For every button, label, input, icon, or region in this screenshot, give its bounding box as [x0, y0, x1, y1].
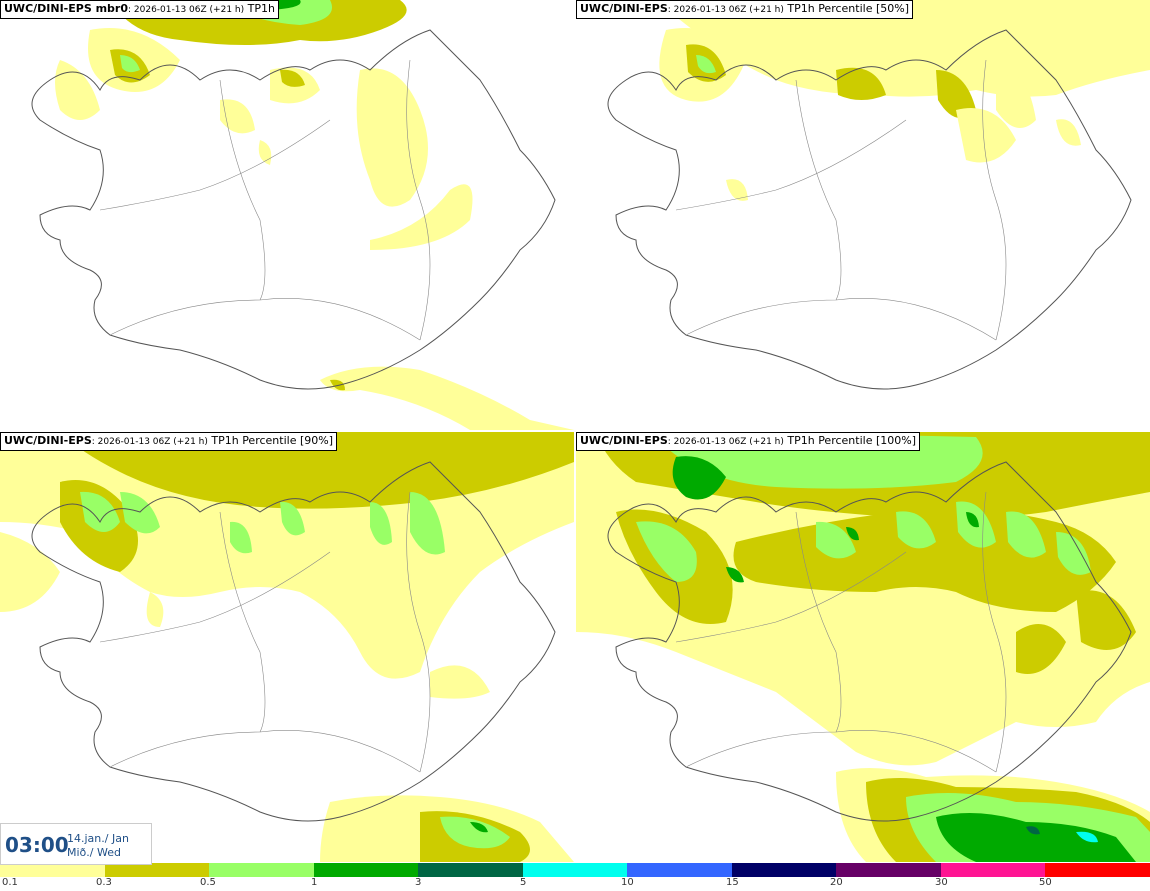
- panel-title: UWC/DINI-EPS: 2026-01-13 06Z (+21 h) TP1…: [0, 432, 337, 451]
- run-info: : 2026-01-13 06Z (+21 h): [667, 5, 784, 15]
- run-info: : 2026-01-13 06Z (+21 h): [667, 437, 784, 447]
- colorbar-swatch: [313, 863, 419, 877]
- colorbar-label: 50: [1039, 877, 1052, 888]
- run-info: : 2026-01-13 06Z (+21 h): [91, 437, 208, 447]
- precip-field: [0, 432, 574, 862]
- colorbar-swatch: [627, 863, 732, 877]
- precip-field: [656, 0, 1150, 201]
- valid-time-box: 03:00 14.jan./ Jan Mið./ Wed: [0, 823, 152, 865]
- colorbar-label: 3: [415, 877, 422, 888]
- colorbar-swatch: [104, 863, 210, 877]
- precip-map: [31, 0, 574, 430]
- colorbar-swatch: [731, 863, 837, 877]
- colorbar-label: 0.3: [96, 877, 112, 888]
- colorbar-label: 0.5: [200, 877, 216, 888]
- colorbar-label: 15: [726, 877, 739, 888]
- field-name: TP1h Percentile [90%]: [207, 434, 333, 447]
- map-panel-p90: UWC/DINI-EPS: 2026-01-13 06Z (+21 h) TP1…: [0, 432, 574, 862]
- precip-field: [576, 432, 1150, 862]
- iceland-outline: [607, 461, 1132, 822]
- model-name: UWC/DINI-EPS mbr0: [4, 2, 128, 15]
- colorbar-swatch: [836, 863, 941, 877]
- map-panel-member0: UWC/DINI-EPS mbr0: 2026-01-13 06Z (+21 h…: [0, 0, 574, 430]
- iceland-outline: [31, 29, 556, 390]
- colorbar-swatch: [1045, 863, 1150, 877]
- colorbar-swatch: [0, 863, 105, 877]
- model-name: UWC/DINI-EPS: [580, 2, 668, 15]
- colorbar: [0, 863, 1150, 877]
- colorbar-label: 0.1: [2, 877, 18, 888]
- model-name: UWC/DINI-EPS: [580, 434, 668, 447]
- colorbar-label: 5: [520, 877, 527, 888]
- roads: [99, 491, 431, 773]
- panel-title: UWC/DINI-EPS: 2026-01-13 06Z (+21 h) TP1…: [576, 0, 913, 19]
- colorbar-label: 10: [621, 877, 634, 888]
- colorbar-swatch: [418, 863, 523, 877]
- roads: [675, 59, 1007, 341]
- precip-field: [55, 0, 574, 430]
- iceland-outline: [607, 29, 1132, 390]
- roads: [675, 491, 1007, 773]
- panel-title: UWC/DINI-EPS mbr0: 2026-01-13 06Z (+21 h…: [0, 0, 279, 19]
- colorbar-swatch: [522, 863, 628, 877]
- valid-date-line2: Mið./ Wed: [67, 846, 121, 859]
- model-name: UWC/DINI-EPS: [4, 434, 92, 447]
- panel-title: UWC/DINI-EPS: 2026-01-13 06Z (+21 h) TP1…: [576, 432, 920, 451]
- precip-map: [0, 432, 574, 862]
- roads: [99, 59, 431, 341]
- colorbar-labels: 0.1 0.3 0.5 1 3 5 10 15 20 30 50: [0, 877, 1150, 891]
- colorbar-swatch: [940, 863, 1046, 877]
- valid-time: 03:00: [5, 833, 69, 857]
- field-name: TP1h Percentile [100%]: [783, 434, 916, 447]
- precip-map: [607, 0, 1150, 390]
- colorbar-swatch: [209, 863, 314, 877]
- precip-map: [576, 432, 1150, 862]
- map-panel-p100: UWC/DINI-EPS: 2026-01-13 06Z (+21 h) TP1…: [576, 432, 1150, 862]
- valid-date-line1: 14.jan./ Jan: [67, 832, 129, 845]
- colorbar-label: 20: [830, 877, 843, 888]
- field-name: TP1h: [244, 2, 275, 15]
- iceland-outline: [31, 461, 556, 822]
- run-info: : 2026-01-13 06Z (+21 h): [128, 5, 245, 15]
- colorbar-label: 30: [935, 877, 948, 888]
- colorbar-label: 1: [311, 877, 318, 888]
- field-name: TP1h Percentile [50%]: [783, 2, 909, 15]
- map-panel-p50: UWC/DINI-EPS: 2026-01-13 06Z (+21 h) TP1…: [576, 0, 1150, 430]
